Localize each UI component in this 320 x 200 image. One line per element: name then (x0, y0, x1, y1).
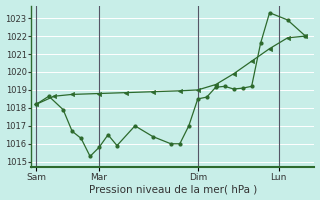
X-axis label: Pression niveau de la mer( hPa ): Pression niveau de la mer( hPa ) (89, 184, 257, 194)
